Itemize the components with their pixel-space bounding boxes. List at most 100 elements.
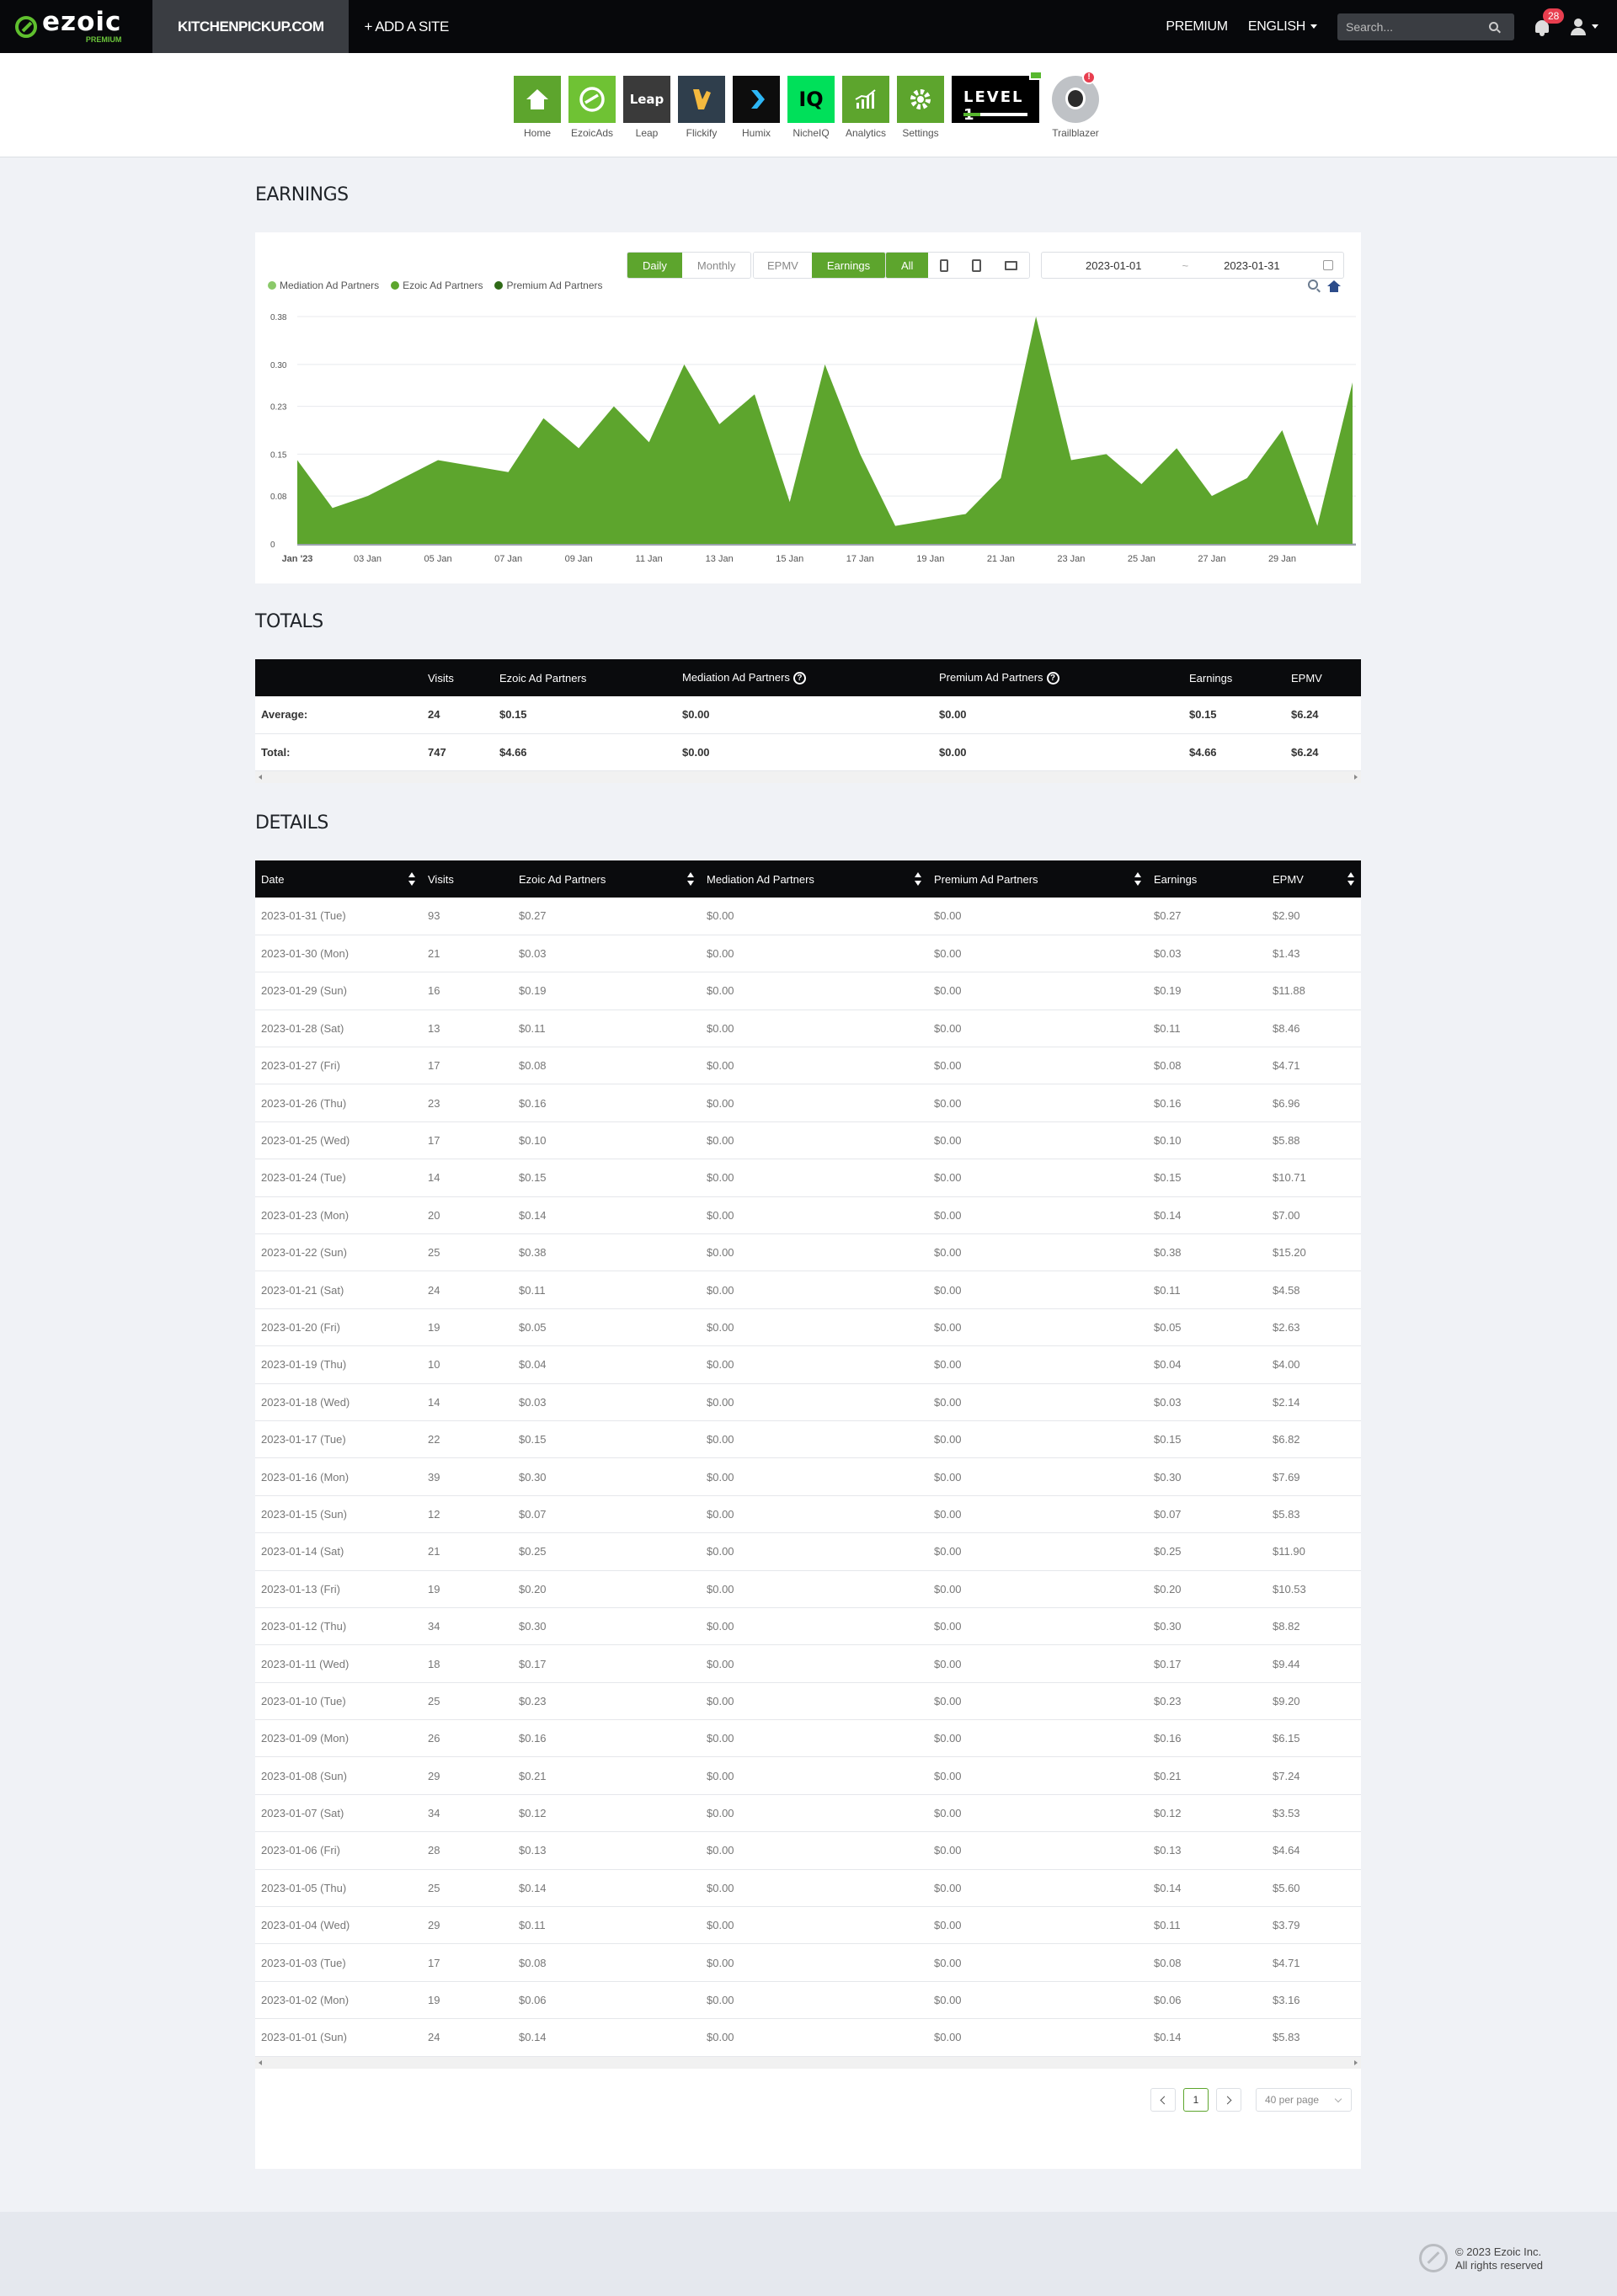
- data-point[interactable]: [1171, 443, 1182, 453]
- data-point[interactable]: [433, 455, 443, 466]
- column-header[interactable]: Visits: [422, 860, 513, 898]
- x-tick-label: 17 Jan: [846, 554, 874, 564]
- sort-icon[interactable]: [915, 872, 921, 886]
- data-point[interactable]: [1031, 312, 1041, 322]
- mobile-button[interactable]: [928, 253, 961, 278]
- column-header[interactable]: Earnings: [1148, 860, 1267, 898]
- search-input[interactable]: [1346, 19, 1489, 34]
- ezoic-logo[interactable]: ezoic PREMIUM: [0, 0, 150, 53]
- table-cell: $0.03: [513, 935, 701, 973]
- site-tab[interactable]: KITCHENPICKUP.COM: [152, 0, 350, 53]
- legend-item[interactable]: Premium Ad Partners: [494, 280, 603, 291]
- data-point[interactable]: [1242, 473, 1252, 483]
- legend-item[interactable]: Ezoic Ad Partners: [391, 280, 483, 291]
- table-cell: $0.08: [1148, 1047, 1267, 1085]
- legend-label: Ezoic Ad Partners: [403, 280, 483, 291]
- column-header-label: Visits: [428, 671, 454, 685]
- data-point[interactable]: [1277, 425, 1287, 435]
- data-point[interactable]: [750, 389, 760, 399]
- data-point[interactable]: [292, 455, 302, 466]
- app-home[interactable]: Home: [514, 76, 561, 139]
- earnings-button[interactable]: Earnings: [811, 253, 886, 278]
- data-point[interactable]: [538, 413, 548, 424]
- data-point[interactable]: [926, 515, 936, 525]
- zoom-icon[interactable]: [1308, 280, 1318, 290]
- table-cell: $0.03: [1148, 1383, 1267, 1421]
- data-point[interactable]: [644, 437, 654, 447]
- details-horizontal-scrollbar[interactable]: [255, 2056, 1361, 2069]
- data-point[interactable]: [820, 360, 830, 370]
- monthly-button[interactable]: Monthly: [681, 253, 751, 278]
- column-header[interactable]: EPMV: [1267, 860, 1361, 898]
- data-point[interactable]: [1348, 377, 1358, 387]
- data-point[interactable]: [890, 521, 900, 531]
- column-header[interactable]: Ezoic Ad Partners: [513, 860, 701, 898]
- premium-link[interactable]: PREMIUM: [1166, 19, 1228, 34]
- data-point[interactable]: [328, 503, 338, 513]
- page-button-current[interactable]: 1: [1183, 2088, 1209, 2112]
- data-point[interactable]: [398, 473, 408, 483]
- data-point[interactable]: [714, 419, 724, 429]
- data-point[interactable]: [468, 461, 478, 471]
- table-cell: 25: [422, 1682, 513, 1721]
- trailblazer-app[interactable]: ! Trailblazer: [1052, 71, 1099, 139]
- reset-zoom-home-icon[interactable]: [1327, 280, 1341, 292]
- data-point[interactable]: [1102, 449, 1112, 459]
- add-site-link[interactable]: + ADD A SITE: [364, 18, 449, 35]
- area-series-ezoic-ad-partners[interactable]: [297, 317, 1353, 544]
- column-header[interactable]: Mediation Ad Partners: [701, 860, 928, 898]
- help-icon[interactable]: ?: [792, 672, 806, 685]
- data-point[interactable]: [609, 402, 619, 412]
- app-settings[interactable]: Settings: [897, 76, 944, 139]
- next-page-button[interactable]: [1216, 2088, 1241, 2112]
- data-point[interactable]: [855, 449, 865, 459]
- search-icon[interactable]: [1489, 22, 1498, 31]
- data-point[interactable]: [785, 497, 795, 507]
- level-badge[interactable]: LEVEL 1: [952, 71, 1043, 124]
- user-menu[interactable]: [1570, 18, 1598, 35]
- sort-icon[interactable]: [687, 872, 694, 886]
- ezoic-logo-icon: [15, 15, 37, 38]
- totals-horizontal-scrollbar[interactable]: [255, 770, 1361, 783]
- table-cell: $11.88: [1267, 972, 1361, 1010]
- tablet-button[interactable]: [960, 253, 994, 278]
- data-point[interactable]: [995, 473, 1006, 483]
- prev-page-button[interactable]: [1150, 2088, 1176, 2112]
- app-analytics[interactable]: Analytics: [842, 76, 889, 139]
- table-cell: $0.06: [1148, 1981, 1267, 2020]
- data-point[interactable]: [961, 509, 971, 519]
- data-point[interactable]: [679, 360, 689, 370]
- data-point[interactable]: [1066, 455, 1076, 466]
- sort-icon[interactable]: [408, 872, 415, 886]
- table-cell: $0.10: [513, 1121, 701, 1160]
- data-point[interactable]: [574, 443, 584, 453]
- date-range-picker[interactable]: 2023-01-01 ~ 2023-01-31: [1041, 252, 1344, 279]
- legend-item[interactable]: Mediation Ad Partners: [268, 280, 379, 291]
- table-cell: 2023-01-09 (Mon): [255, 1719, 422, 1758]
- data-point[interactable]: [1136, 479, 1146, 489]
- epmv-button[interactable]: EPMV: [754, 253, 812, 278]
- x-tick-label: 19 Jan: [916, 554, 944, 564]
- app-ezoicads[interactable]: EzoicAds: [568, 76, 616, 139]
- language-dropdown[interactable]: ENGLISH: [1248, 19, 1317, 35]
- data-point[interactable]: [504, 467, 514, 477]
- table-cell: $0.30: [513, 1457, 701, 1496]
- sort-icon[interactable]: [1134, 872, 1141, 886]
- table-cell: $0.00: [701, 1869, 928, 1908]
- device-all-button[interactable]: All: [886, 253, 929, 278]
- app-humix[interactable]: Humix: [733, 76, 780, 139]
- data-point[interactable]: [363, 491, 373, 501]
- column-header[interactable]: Premium Ad Partners: [928, 860, 1148, 898]
- sort-icon[interactable]: [1348, 872, 1354, 886]
- data-point[interactable]: [1312, 521, 1322, 531]
- per-page-select[interactable]: 40 per page: [1256, 2088, 1352, 2112]
- app-nicheiq[interactable]: IQ NicheIQ: [787, 76, 835, 139]
- notifications-button[interactable]: 28: [1533, 8, 1565, 37]
- desktop-button[interactable]: [993, 253, 1030, 278]
- help-icon[interactable]: ?: [1046, 672, 1059, 685]
- column-header[interactable]: Date: [255, 860, 422, 898]
- data-point[interactable]: [1207, 491, 1217, 501]
- daily-button[interactable]: Daily: [627, 253, 682, 278]
- app-flickify[interactable]: Flickify: [678, 76, 725, 139]
- app-leap[interactable]: Leap Leap: [623, 76, 670, 139]
